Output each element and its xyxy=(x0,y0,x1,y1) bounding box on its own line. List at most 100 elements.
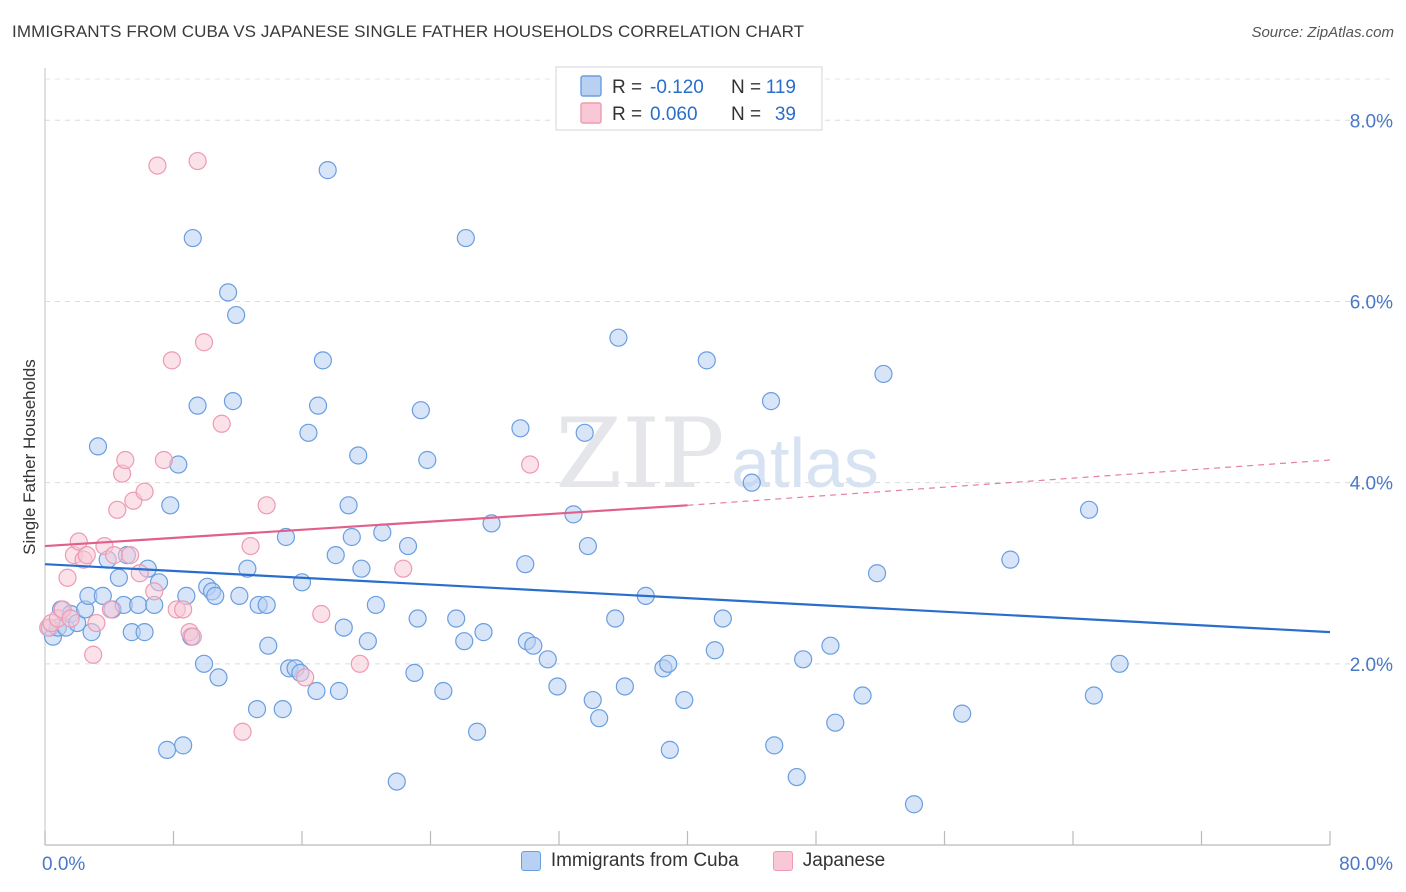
japanese-point xyxy=(154,450,173,470)
cuba-point xyxy=(564,505,583,524)
cuba-point xyxy=(606,609,625,628)
japanese-point xyxy=(69,532,88,551)
cuba-point xyxy=(765,736,784,755)
x-tick-label: 80.0% xyxy=(1339,854,1393,875)
stats-r-value: 0.060 xyxy=(650,104,698,125)
cuba-point xyxy=(259,636,278,655)
cuba-point xyxy=(434,681,453,701)
japanese-point xyxy=(145,582,164,601)
cuba-point xyxy=(1079,500,1099,519)
japanese-point xyxy=(162,351,181,370)
cuba-point xyxy=(174,736,193,755)
japanese-point xyxy=(194,333,214,352)
y-axis-label: Single Father Households xyxy=(20,359,39,555)
cuba-point xyxy=(511,419,530,438)
cuba-point xyxy=(387,772,406,791)
cuba-point xyxy=(609,328,628,347)
japanese-point xyxy=(212,414,231,433)
cuba-point xyxy=(308,396,328,415)
cuba-point xyxy=(904,795,924,814)
cuba-point xyxy=(219,283,238,302)
cuba-point xyxy=(109,568,128,587)
japanese-point xyxy=(296,668,315,687)
cuba-point xyxy=(467,722,487,741)
japanese-point xyxy=(394,559,413,578)
cuba-point xyxy=(482,514,501,533)
cuba-point xyxy=(548,677,567,696)
cuba-point xyxy=(157,740,177,759)
cuba-point xyxy=(705,641,724,660)
stats-swatch-japanese xyxy=(580,102,602,124)
stats-n-label: N = xyxy=(731,104,761,125)
cuba-point xyxy=(349,446,368,465)
cuba-point xyxy=(273,700,292,719)
japanese-point xyxy=(77,546,96,565)
cuba-point xyxy=(366,595,385,615)
data-points xyxy=(39,151,1129,814)
cuba-point xyxy=(761,392,781,411)
japanese-point xyxy=(108,500,127,519)
stats-r-label: R = xyxy=(612,77,642,98)
y-tick-label: 2.0% xyxy=(1350,655,1393,676)
cuba-point xyxy=(524,636,543,655)
cuba-point xyxy=(299,423,318,442)
cuba-point xyxy=(826,713,845,732)
cuba-point xyxy=(456,228,475,248)
cuba-point xyxy=(318,161,337,180)
cuba-point xyxy=(1110,654,1129,673)
japanese-point xyxy=(58,568,77,587)
cuba-point xyxy=(183,228,202,248)
series-legend: Immigrants from Cuba Japanese xyxy=(0,850,1406,872)
japanese-point xyxy=(241,536,260,556)
cuba-point xyxy=(227,305,246,325)
cuba-point xyxy=(373,523,392,542)
japanese-point xyxy=(520,455,540,474)
cuba-point xyxy=(292,573,312,592)
cuba-point xyxy=(538,650,557,669)
source-credit: Source: ZipAtlas.com xyxy=(1251,24,1394,41)
cuba-point xyxy=(474,623,493,642)
cuba-point xyxy=(660,740,679,759)
legend-item-japanese: Japanese xyxy=(772,850,886,872)
stats-swatch-cuba xyxy=(580,75,602,97)
cuba-point xyxy=(713,609,732,628)
cuba-point xyxy=(88,437,108,456)
japanese-point xyxy=(104,546,124,565)
tick-labels: 2.0% 4.0% 6.0% 8.0% 0.0% 80.0% xyxy=(42,111,1393,875)
cuba-point xyxy=(276,527,296,547)
cuba-point xyxy=(742,473,761,492)
cuba-point xyxy=(398,536,418,556)
cuba-point xyxy=(516,555,535,574)
japanese-point xyxy=(84,645,103,664)
japanese-point xyxy=(148,156,167,175)
cuba-point xyxy=(334,618,353,637)
japanese-trend-line xyxy=(44,504,688,548)
japanese-point xyxy=(174,600,193,619)
cuba-point xyxy=(313,351,332,370)
japanese-point xyxy=(101,600,120,619)
japanese-point xyxy=(257,496,276,515)
cuba-point xyxy=(188,396,207,415)
cuba-point xyxy=(447,609,466,628)
cuba-point xyxy=(659,654,678,673)
cuba-point xyxy=(93,586,112,605)
y-tick-label: 6.0% xyxy=(1350,292,1393,313)
cuba-point xyxy=(1084,686,1103,705)
cuba-point xyxy=(1001,550,1020,569)
cuba-point xyxy=(307,681,326,701)
cuba-point xyxy=(352,559,371,578)
japanese-point xyxy=(121,546,140,565)
japanese-trend-extension xyxy=(687,459,1331,506)
cuba-trend-line xyxy=(44,563,1331,634)
cuba-point xyxy=(405,663,424,682)
cuba-point xyxy=(230,586,249,605)
cuba-point xyxy=(675,690,694,710)
watermark-zip: ZIP xyxy=(555,398,724,510)
stats-legend: R = -0.120 N = 119 R = 0.060 N = 39 xyxy=(555,66,823,131)
japanese-point xyxy=(233,722,252,741)
cuba-point xyxy=(418,450,437,470)
legend-label-japanese: Japanese xyxy=(802,850,886,871)
cuba-point xyxy=(615,677,634,696)
cuba-point xyxy=(953,704,972,723)
